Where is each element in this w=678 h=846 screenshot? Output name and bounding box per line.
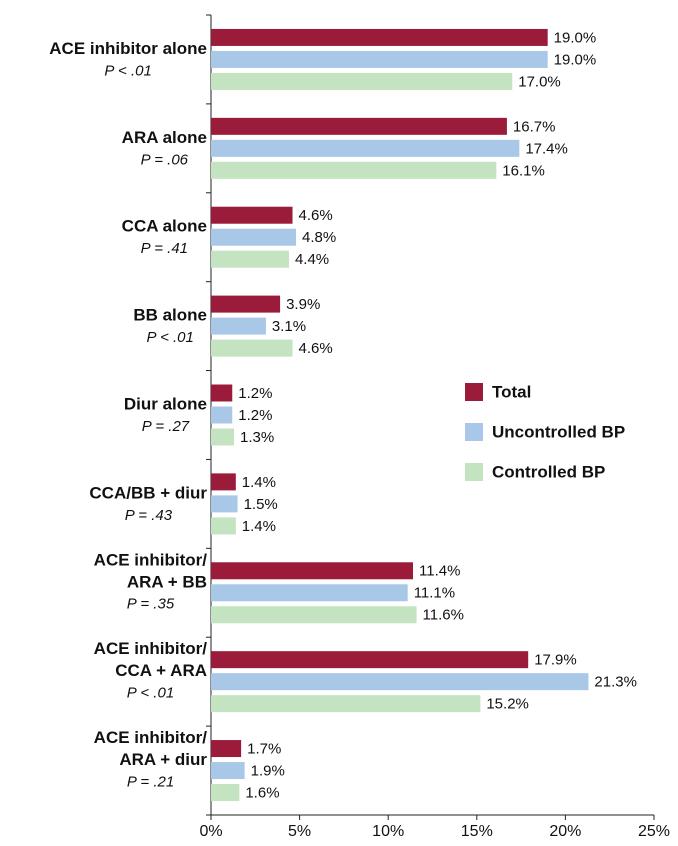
bar bbox=[211, 339, 293, 357]
category-label: Diur alone bbox=[124, 394, 207, 413]
legend-swatch bbox=[465, 463, 483, 481]
legend-label: Controlled BP bbox=[492, 462, 605, 481]
x-tick-label: 5% bbox=[288, 823, 311, 840]
value-label: 19.0% bbox=[554, 51, 597, 68]
value-label: 1.2% bbox=[238, 385, 272, 402]
value-label: 1.3% bbox=[240, 429, 274, 446]
value-label: 4.6% bbox=[299, 340, 333, 357]
value-label: 16.7% bbox=[513, 118, 556, 135]
bar bbox=[211, 117, 507, 135]
bar bbox=[211, 28, 548, 46]
category-label: ACE inhibitor alone bbox=[49, 39, 207, 58]
bar bbox=[211, 50, 548, 68]
category-label: CCA alone bbox=[122, 217, 207, 236]
value-label: 17.0% bbox=[518, 73, 561, 90]
p-value: P = .41 bbox=[141, 240, 188, 257]
value-label: 11.1% bbox=[414, 585, 455, 602]
p-value: P = .21 bbox=[127, 774, 174, 791]
value-label: 4.8% bbox=[302, 229, 336, 246]
value-label: 1.7% bbox=[247, 741, 281, 758]
value-label: 3.9% bbox=[286, 296, 320, 313]
x-tick-label: 15% bbox=[461, 823, 493, 840]
bar bbox=[211, 295, 281, 313]
value-label: 11.4% bbox=[419, 563, 460, 580]
bar bbox=[211, 317, 266, 335]
value-label: 17.9% bbox=[534, 652, 577, 669]
p-value: P = .06 bbox=[141, 151, 189, 168]
value-label: 1.9% bbox=[251, 763, 285, 780]
category-label: ACE inhibitor/ bbox=[94, 550, 208, 569]
category-label: ACE inhibitor/ bbox=[94, 639, 208, 658]
category-label: BB alone bbox=[133, 306, 207, 325]
value-label: 15.2% bbox=[486, 696, 529, 713]
legend-label: Uncontrolled BP bbox=[492, 422, 625, 441]
bar bbox=[211, 250, 289, 268]
bar bbox=[211, 495, 238, 513]
legend-swatch bbox=[465, 383, 483, 401]
value-label: 1.4% bbox=[242, 474, 276, 491]
category-label: CCA + ARA bbox=[115, 661, 207, 680]
bar bbox=[211, 517, 236, 535]
bar bbox=[211, 139, 520, 157]
p-value: P = .43 bbox=[125, 507, 173, 524]
legend-label: Total bbox=[492, 382, 531, 401]
bar bbox=[211, 562, 414, 580]
value-label: 1.4% bbox=[242, 518, 276, 535]
category-label: ACE inhibitor/ bbox=[94, 728, 208, 747]
bar bbox=[211, 406, 233, 424]
bar bbox=[211, 584, 408, 602]
legend-swatch bbox=[465, 423, 483, 441]
bar bbox=[211, 606, 417, 624]
bar bbox=[211, 651, 529, 669]
bar bbox=[211, 384, 233, 402]
category-label: ARA + BB bbox=[127, 572, 207, 591]
bar bbox=[211, 673, 589, 691]
category-label: ARA alone bbox=[122, 128, 207, 147]
bar bbox=[211, 740, 242, 758]
p-value: P < .01 bbox=[127, 685, 174, 702]
bar bbox=[211, 161, 497, 179]
p-value: P = .35 bbox=[127, 596, 175, 613]
value-label: 1.5% bbox=[244, 496, 278, 513]
value-label: 21.3% bbox=[594, 674, 637, 691]
bar bbox=[211, 206, 293, 224]
value-label: 3.1% bbox=[272, 318, 306, 335]
bar bbox=[211, 72, 513, 90]
bar bbox=[211, 228, 297, 246]
x-tick-label: 0% bbox=[199, 823, 222, 840]
value-label: 1.6% bbox=[245, 785, 279, 802]
p-value: P < .01 bbox=[146, 329, 193, 346]
x-tick-label: 10% bbox=[372, 823, 404, 840]
bar bbox=[211, 784, 240, 802]
x-tick-label: 25% bbox=[638, 823, 670, 840]
bar bbox=[211, 762, 245, 780]
value-label: 4.4% bbox=[295, 251, 329, 268]
p-value: P < .01 bbox=[104, 62, 151, 79]
value-label: 1.2% bbox=[238, 407, 272, 424]
value-label: 11.6% bbox=[423, 607, 464, 624]
value-label: 19.0% bbox=[554, 29, 597, 46]
x-tick-label: 20% bbox=[549, 823, 581, 840]
p-value: P = .27 bbox=[142, 418, 190, 435]
value-label: 16.1% bbox=[502, 162, 545, 179]
value-label: 17.4% bbox=[525, 140, 568, 157]
category-label: CCA/BB + diur bbox=[89, 483, 207, 502]
value-label: 4.6% bbox=[299, 207, 333, 224]
bar bbox=[211, 428, 235, 446]
bar bbox=[211, 695, 481, 713]
category-label: ARA + diur bbox=[119, 750, 207, 769]
bar bbox=[211, 473, 236, 491]
